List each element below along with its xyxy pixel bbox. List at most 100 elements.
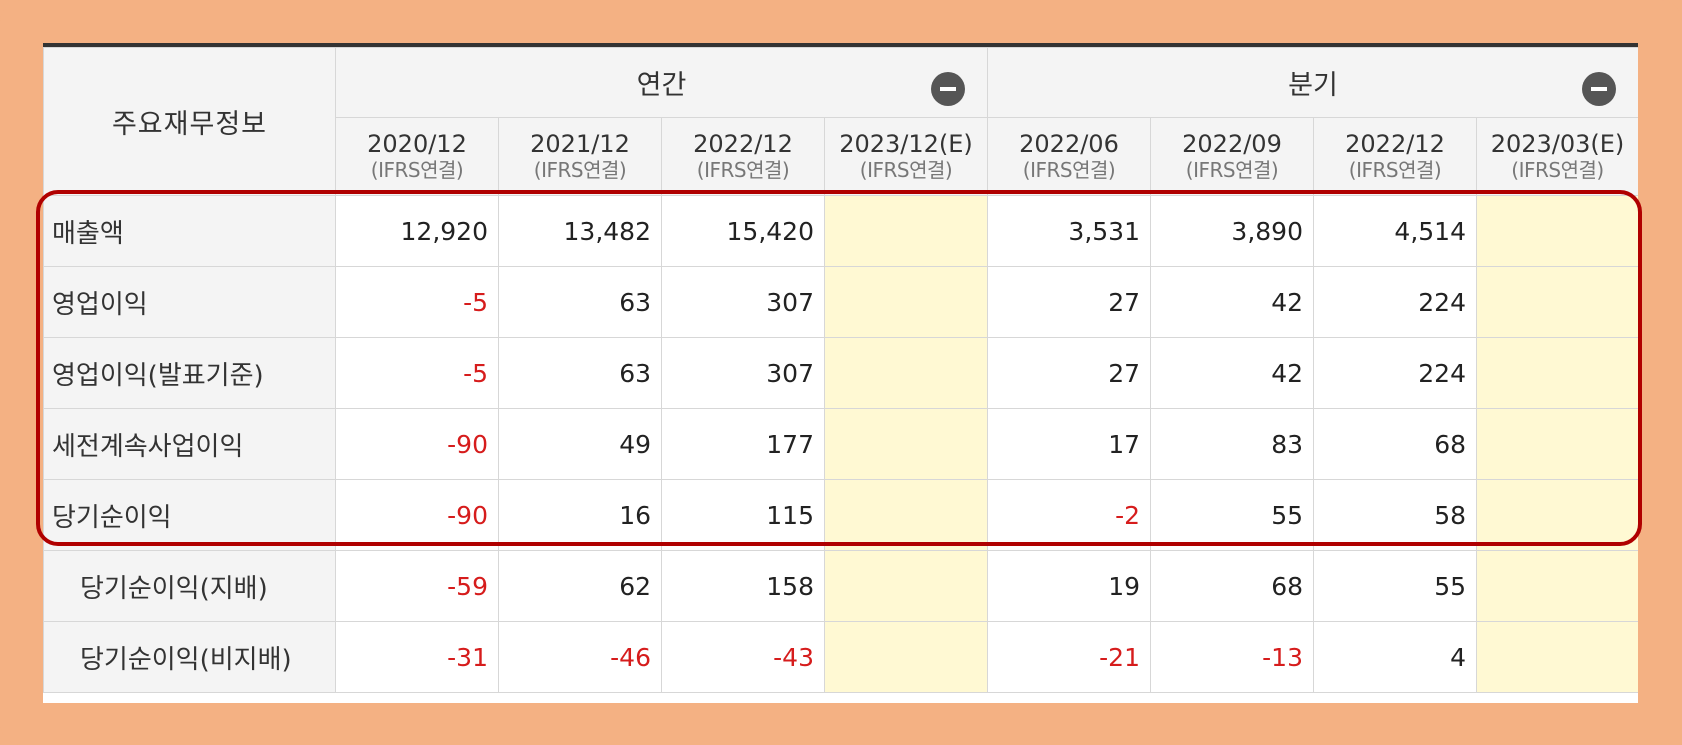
value-cell: 158 [661, 550, 825, 622]
period-basis: (IFRS연결) [1022, 157, 1116, 182]
value-cell: 16 [498, 479, 662, 551]
estimate-cell [824, 408, 988, 480]
row-label: 세전계속사업이익 [43, 408, 336, 480]
estimate-cell [1476, 479, 1638, 551]
value-cell: -90 [335, 408, 499, 480]
value-cell: 58 [1313, 479, 1477, 551]
period-date: 2023/12(E) [839, 130, 973, 159]
value-cell: 307 [661, 337, 825, 409]
value-cell: -5 [335, 337, 499, 409]
value-cell: 3,531 [987, 195, 1151, 267]
estimate-cell [1476, 195, 1638, 267]
period-header: 2023/12(E) (IFRS연결) [824, 117, 988, 196]
value-cell: 19 [987, 550, 1151, 622]
value-cell: -31 [335, 621, 499, 693]
value-cell: 3,890 [1150, 195, 1314, 267]
value-cell: 55 [1313, 550, 1477, 622]
annual-collapse-icon[interactable] [931, 72, 965, 106]
value-cell: -21 [987, 621, 1151, 693]
table-row: 당기순이익(지배) -59 62 158 19 68 55 [43, 550, 1638, 622]
value-cell: 224 [1313, 337, 1477, 409]
value-cell: -43 [661, 621, 825, 693]
row-label: 영업이익(발표기준) [43, 337, 336, 409]
financial-summary-table: 주요재무정보 연간 분기 2020/12 (IFRS연결) 2021/12 (IFR… [43, 47, 1638, 693]
value-cell: 63 [498, 337, 662, 409]
period-header: 2023/03(E) (IFRS연결) [1476, 117, 1638, 196]
period-header: 2022/12 (IFRS연결) [1313, 117, 1477, 196]
value-cell: -46 [498, 621, 662, 693]
estimate-cell [824, 337, 988, 409]
table-row: 당기순이익 -90 16 115 -2 55 58 [43, 479, 1638, 551]
table-row: 영업이익 -5 63 307 27 42 224 [43, 266, 1638, 338]
period-header: 2020/12 (IFRS연결) [335, 117, 499, 196]
value-cell: 17 [987, 408, 1151, 480]
table-row: 당기순이익(비지배) -31 -46 -43 -21 -13 4 [43, 621, 1638, 693]
table-title: 주요재무정보 [43, 47, 336, 196]
quarterly-collapse-icon[interactable] [1582, 72, 1616, 106]
value-cell: 15,420 [661, 195, 825, 267]
estimate-cell [1476, 550, 1638, 622]
estimate-cell [1476, 266, 1638, 338]
period-date: 2022/12 [1345, 130, 1445, 159]
row-label: 당기순이익(지배) [43, 550, 336, 622]
value-cell: 55 [1150, 479, 1314, 551]
value-cell: 12,920 [335, 195, 499, 267]
period-basis: (IFRS연결) [533, 157, 627, 182]
period-header: 2021/12 (IFRS연결) [498, 117, 662, 196]
period-basis: (IFRS연결) [696, 157, 790, 182]
period-basis: (IFRS연결) [859, 157, 953, 182]
value-cell: 13,482 [498, 195, 662, 267]
estimate-cell [824, 195, 988, 267]
estimate-cell [824, 621, 988, 693]
period-header: 2022/12 (IFRS연결) [661, 117, 825, 196]
period-date: 2021/12 [530, 130, 630, 159]
row-label: 당기순이익(비지배) [43, 621, 336, 693]
period-basis: (IFRS연결) [1185, 157, 1279, 182]
period-basis: (IFRS연결) [1348, 157, 1442, 182]
financial-summary-panel: 주요재무정보 연간 분기 2020/12 (IFRS연결) 2021/12 (IFR… [43, 43, 1638, 703]
value-cell: 83 [1150, 408, 1314, 480]
quarterly-group-label: 분기 [1288, 70, 1338, 101]
value-cell: 49 [498, 408, 662, 480]
value-cell: 115 [661, 479, 825, 551]
annual-group-label: 연간 [636, 70, 687, 101]
value-cell: 63 [498, 266, 662, 338]
estimate-cell [1476, 408, 1638, 480]
value-cell: 68 [1150, 550, 1314, 622]
quarterly-group-header: 분기 [987, 47, 1638, 118]
value-cell: 62 [498, 550, 662, 622]
table-body: 매출액 12,920 13,482 15,420 3,531 3,890 4,514 영업이익… [43, 195, 1638, 693]
row-label: 당기순이익 [43, 479, 336, 551]
row-label: 매출액 [43, 195, 336, 267]
period-date: 2020/12 [367, 130, 467, 159]
estimate-cell [1476, 337, 1638, 409]
period-basis: (IFRS연결) [370, 157, 464, 182]
period-date: 2022/09 [1182, 130, 1282, 159]
table-row: 세전계속사업이익 -90 49 177 17 83 68 [43, 408, 1638, 480]
table-row: 매출액 12,920 13,482 15,420 3,531 3,890 4,514 [43, 195, 1638, 267]
table-row: 영업이익(발표기준) -5 63 307 27 42 224 [43, 337, 1638, 409]
value-cell: -2 [987, 479, 1151, 551]
annual-group-header: 연간 [335, 47, 988, 118]
value-cell: 27 [987, 266, 1151, 338]
value-cell: -90 [335, 479, 499, 551]
estimate-cell [1476, 621, 1638, 693]
period-header: 2022/06 (IFRS연결) [987, 117, 1151, 196]
value-cell: -5 [335, 266, 499, 338]
row-label: 영업이익 [43, 266, 336, 338]
period-basis: (IFRS연결) [1511, 157, 1604, 182]
estimate-cell [824, 550, 988, 622]
value-cell: 27 [987, 337, 1151, 409]
value-cell: 4,514 [1313, 195, 1477, 267]
value-cell: 224 [1313, 266, 1477, 338]
value-cell: 68 [1313, 408, 1477, 480]
value-cell: 42 [1150, 266, 1314, 338]
estimate-cell [824, 266, 988, 338]
value-cell: -13 [1150, 621, 1314, 693]
value-cell: 42 [1150, 337, 1314, 409]
value-cell: 4 [1313, 621, 1477, 693]
value-cell: -59 [335, 550, 499, 622]
period-date: 2023/03(E) [1490, 130, 1625, 159]
estimate-cell [824, 479, 988, 551]
value-cell: 177 [661, 408, 825, 480]
